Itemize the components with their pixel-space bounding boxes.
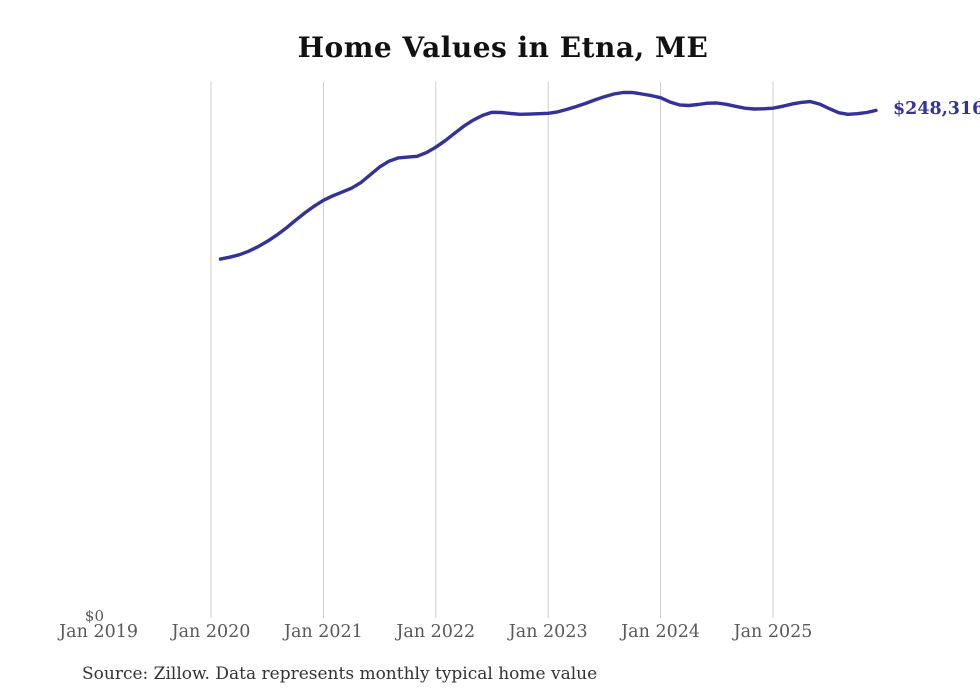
source-note: Source: Zillow. Data represents monthly … (82, 664, 598, 684)
chart-title: Home Values in Etna, ME (297, 31, 709, 64)
latest-value-label: $248,316 (893, 99, 980, 120)
y-axis-zero-label: $0 (84, 607, 104, 625)
home-value-line (218, 90, 878, 261)
